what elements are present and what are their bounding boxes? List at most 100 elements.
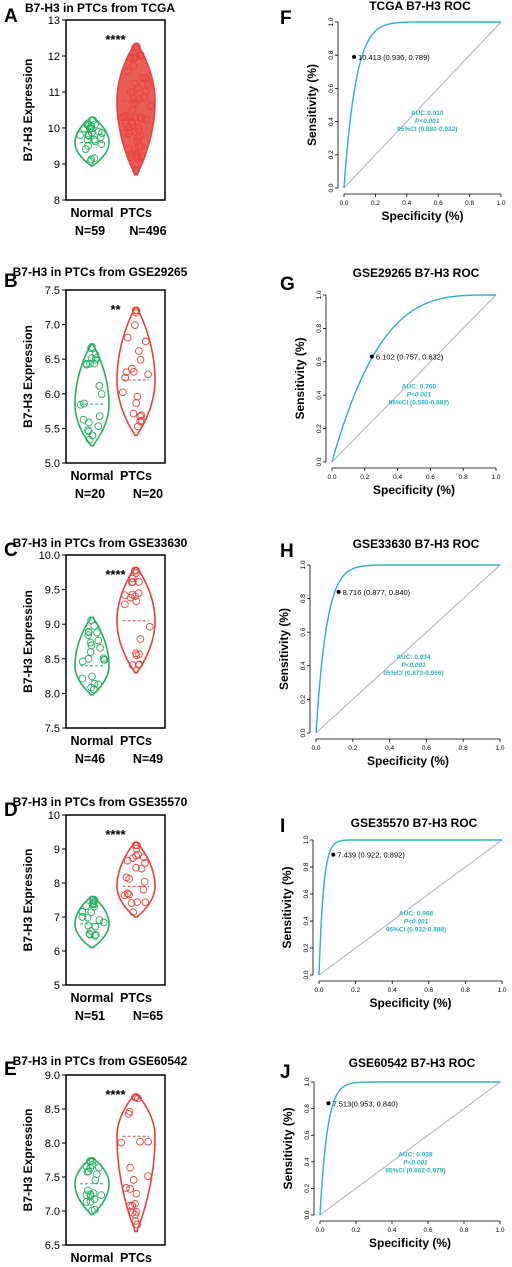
x-tick-label: 0.8 <box>461 987 470 994</box>
data-point <box>85 435 94 444</box>
data-point <box>82 1191 91 1199</box>
chart-title: B7-H3 in PTCs from GSE33630 <box>13 536 188 550</box>
category-label: PTCs <box>120 469 152 483</box>
roc-curve <box>318 839 502 975</box>
data-point <box>128 574 137 583</box>
data-point <box>141 898 150 907</box>
data-point <box>139 853 148 862</box>
category-label: Normal <box>70 734 113 748</box>
data-point <box>131 1217 140 1225</box>
y-tick-label: 1.0 <box>303 835 310 844</box>
category-label: Normal <box>70 1251 113 1265</box>
y-tick-label: 8.0 <box>45 688 60 700</box>
data-point <box>135 142 143 150</box>
x-axis-label: Specificity (%) <box>381 209 463 223</box>
plot-frame <box>65 289 166 464</box>
violin-panel-e: EB7-H3 in PTCs from GSE60542 6.5 7.0 7.5 8.0… <box>4 1054 188 1265</box>
y-tick-label: 12 <box>48 51 60 63</box>
data-point <box>122 119 130 128</box>
y-tick-label: 5.0 <box>45 458 60 470</box>
violin-ptc <box>116 566 156 674</box>
sample-size-label: N=49 <box>133 752 163 766</box>
violin-panel-a: A B7-H3 in PTCs from TCGA 8 9 10 11 12 13 B7-H3 … <box>4 1 175 238</box>
data-point <box>126 54 135 62</box>
panel-letter: A <box>4 6 18 27</box>
y-tick-label: 1.0 <box>328 17 335 26</box>
violin-normal <box>74 895 110 949</box>
violin-normal <box>74 343 110 447</box>
cutoff-point <box>336 589 341 594</box>
data-point <box>82 359 91 368</box>
y-axis-label: B7-H3 Expression <box>21 325 35 428</box>
x-tick-label: 1.0 <box>495 745 504 752</box>
cutoff-point <box>352 55 357 60</box>
p-value-label: P<0.001 <box>401 662 426 669</box>
chart-title: B7-H3 in PTCs from TCGA <box>25 1 175 15</box>
data-point <box>133 898 142 907</box>
data-point <box>137 411 146 420</box>
y-tick-label: 0.8 <box>328 50 335 59</box>
auc-label: AUC: 0.968 <box>399 911 434 918</box>
y-tick-label: 0.6 <box>303 889 310 898</box>
sample-size-label: N=20 <box>133 487 163 501</box>
x-axis-label: Specificity (%) <box>369 1236 451 1250</box>
y-tick-label: 9 <box>54 844 60 856</box>
y-tick-label: 5 <box>54 980 60 992</box>
x-tick-label: 0.2 <box>371 200 380 207</box>
data-point <box>141 859 149 867</box>
y-tick-label: 0.8 <box>300 594 307 603</box>
data-point <box>88 672 96 681</box>
reference-diagonal <box>319 1081 501 1216</box>
data-point <box>131 1093 139 1102</box>
data-point <box>84 921 93 930</box>
data-point <box>135 127 144 136</box>
data-point <box>128 1202 137 1210</box>
y-axis-label: B7-H3 Expression <box>21 590 35 693</box>
chart-title: GSE33630 B7-H3 ROC <box>353 537 480 551</box>
data-point <box>120 129 129 137</box>
y-tick-label: 1.0 <box>304 1077 311 1086</box>
x-tick-label: 0.0 <box>327 474 336 481</box>
y-tick-label: 10 <box>48 810 60 822</box>
data-point <box>141 337 150 346</box>
x-tick-label: 0.4 <box>385 745 394 752</box>
category-label: Normal <box>70 991 113 1005</box>
significance-label: **** <box>105 567 126 582</box>
data-point <box>87 616 95 625</box>
data-point <box>131 1199 139 1208</box>
data-point <box>136 1137 144 1146</box>
x-tick-label: 0.6 <box>423 1227 432 1234</box>
data-point <box>132 165 141 174</box>
y-axis-label: Sensitivity (%) <box>293 337 307 419</box>
y-tick-label: 0.2 <box>316 424 323 433</box>
category-label: PTCs <box>120 991 152 1005</box>
reference-diagonal <box>318 839 503 976</box>
data-point <box>97 140 106 149</box>
y-tick-label: 13 <box>48 15 60 27</box>
violin-panel-c: CB7-H3 in PTCs from GSE33630 7.5 8.0 8.5 9.0… <box>4 536 188 766</box>
panel-letter: J <box>280 1062 291 1083</box>
sample-size-label: N=51 <box>75 1009 105 1023</box>
data-point <box>137 864 146 873</box>
y-tick-label: 0.2 <box>300 695 307 704</box>
x-tick-label: 1.0 <box>491 474 500 481</box>
roc-panel-i: I GSE35570 B7-H3 ROC 0.0 0.0 0.2 0.2 0.4 0.4 0.6… <box>280 816 507 1010</box>
cutoff-label: 7.513(0.953, 0.840) <box>332 1099 398 1108</box>
data-point <box>132 863 140 872</box>
y-tick-label: 0.8 <box>304 1104 311 1113</box>
data-point <box>92 1170 101 1179</box>
data-point <box>132 566 140 575</box>
data-point <box>84 131 92 139</box>
y-tick-label: 0.0 <box>328 183 335 192</box>
data-point <box>128 590 137 599</box>
x-tick-label: 0.2 <box>351 987 360 994</box>
chart-title: B7-H3 in PTCs from GSE29265 <box>13 265 188 279</box>
y-tick-label: 0.4 <box>316 390 323 399</box>
x-tick-label: 0.4 <box>387 1227 396 1234</box>
data-point <box>100 655 108 664</box>
data-point <box>86 1157 95 1165</box>
x-tick-label: 0.8 <box>459 745 468 752</box>
data-point <box>125 890 133 899</box>
y-tick-label: 0.0 <box>303 970 310 979</box>
y-tick-label: 0.4 <box>328 117 335 126</box>
